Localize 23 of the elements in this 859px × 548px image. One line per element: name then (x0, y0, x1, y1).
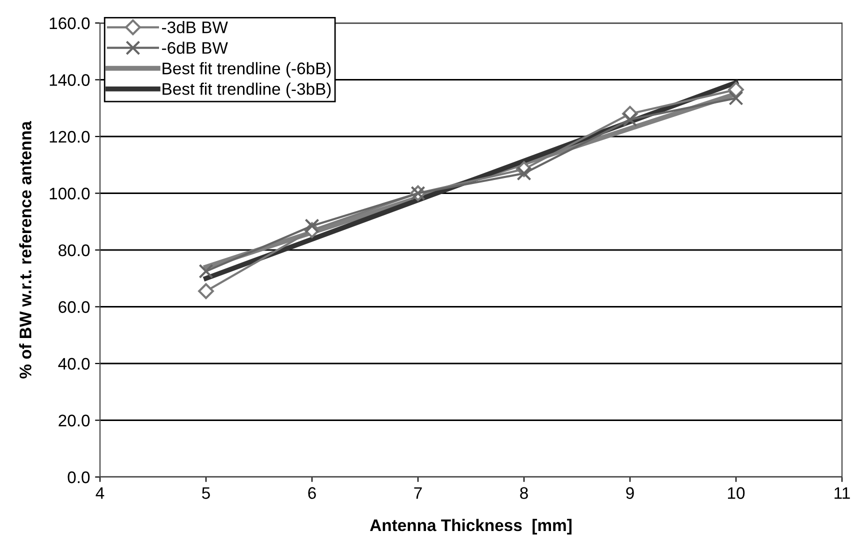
y-tick-label: 40.0 (58, 358, 90, 370)
x-tick-label: 4 (96, 487, 104, 499)
y-axis-title: % of BW w.r.t. reference antenna (19, 121, 32, 378)
x-tick-label: 11 (834, 487, 850, 499)
legend-label: Best fit trendline (-3bB) (162, 82, 331, 98)
y-tick-label: 140.0 (50, 74, 90, 86)
y-tick-label: 0.0 (68, 471, 90, 484)
x-tick-label: 9 (626, 487, 634, 499)
legend-label: Best fit trendline (-6bB) (162, 62, 331, 78)
y-tick-label: 80.0 (58, 244, 90, 256)
x-tick-label: 10 (728, 487, 745, 499)
x-tick-label: 8 (520, 487, 528, 499)
x-axis-title: Antenna Thickness [mm] (370, 518, 572, 534)
x-tick-label: 7 (414, 487, 422, 499)
legend-label: -3dB BW (162, 21, 228, 34)
y-tick-label: 160.0 (50, 17, 90, 30)
y-tick-label: 120.0 (50, 130, 90, 143)
y-tick-label: 20.0 (58, 414, 90, 426)
y-tick-label: 100.0 (50, 188, 90, 200)
x-tick-label: 6 (308, 487, 316, 499)
y-tick-label: 60.0 (58, 301, 90, 313)
x-tick-label: 5 (202, 487, 210, 499)
legend-label: -6dB BW (162, 42, 228, 54)
